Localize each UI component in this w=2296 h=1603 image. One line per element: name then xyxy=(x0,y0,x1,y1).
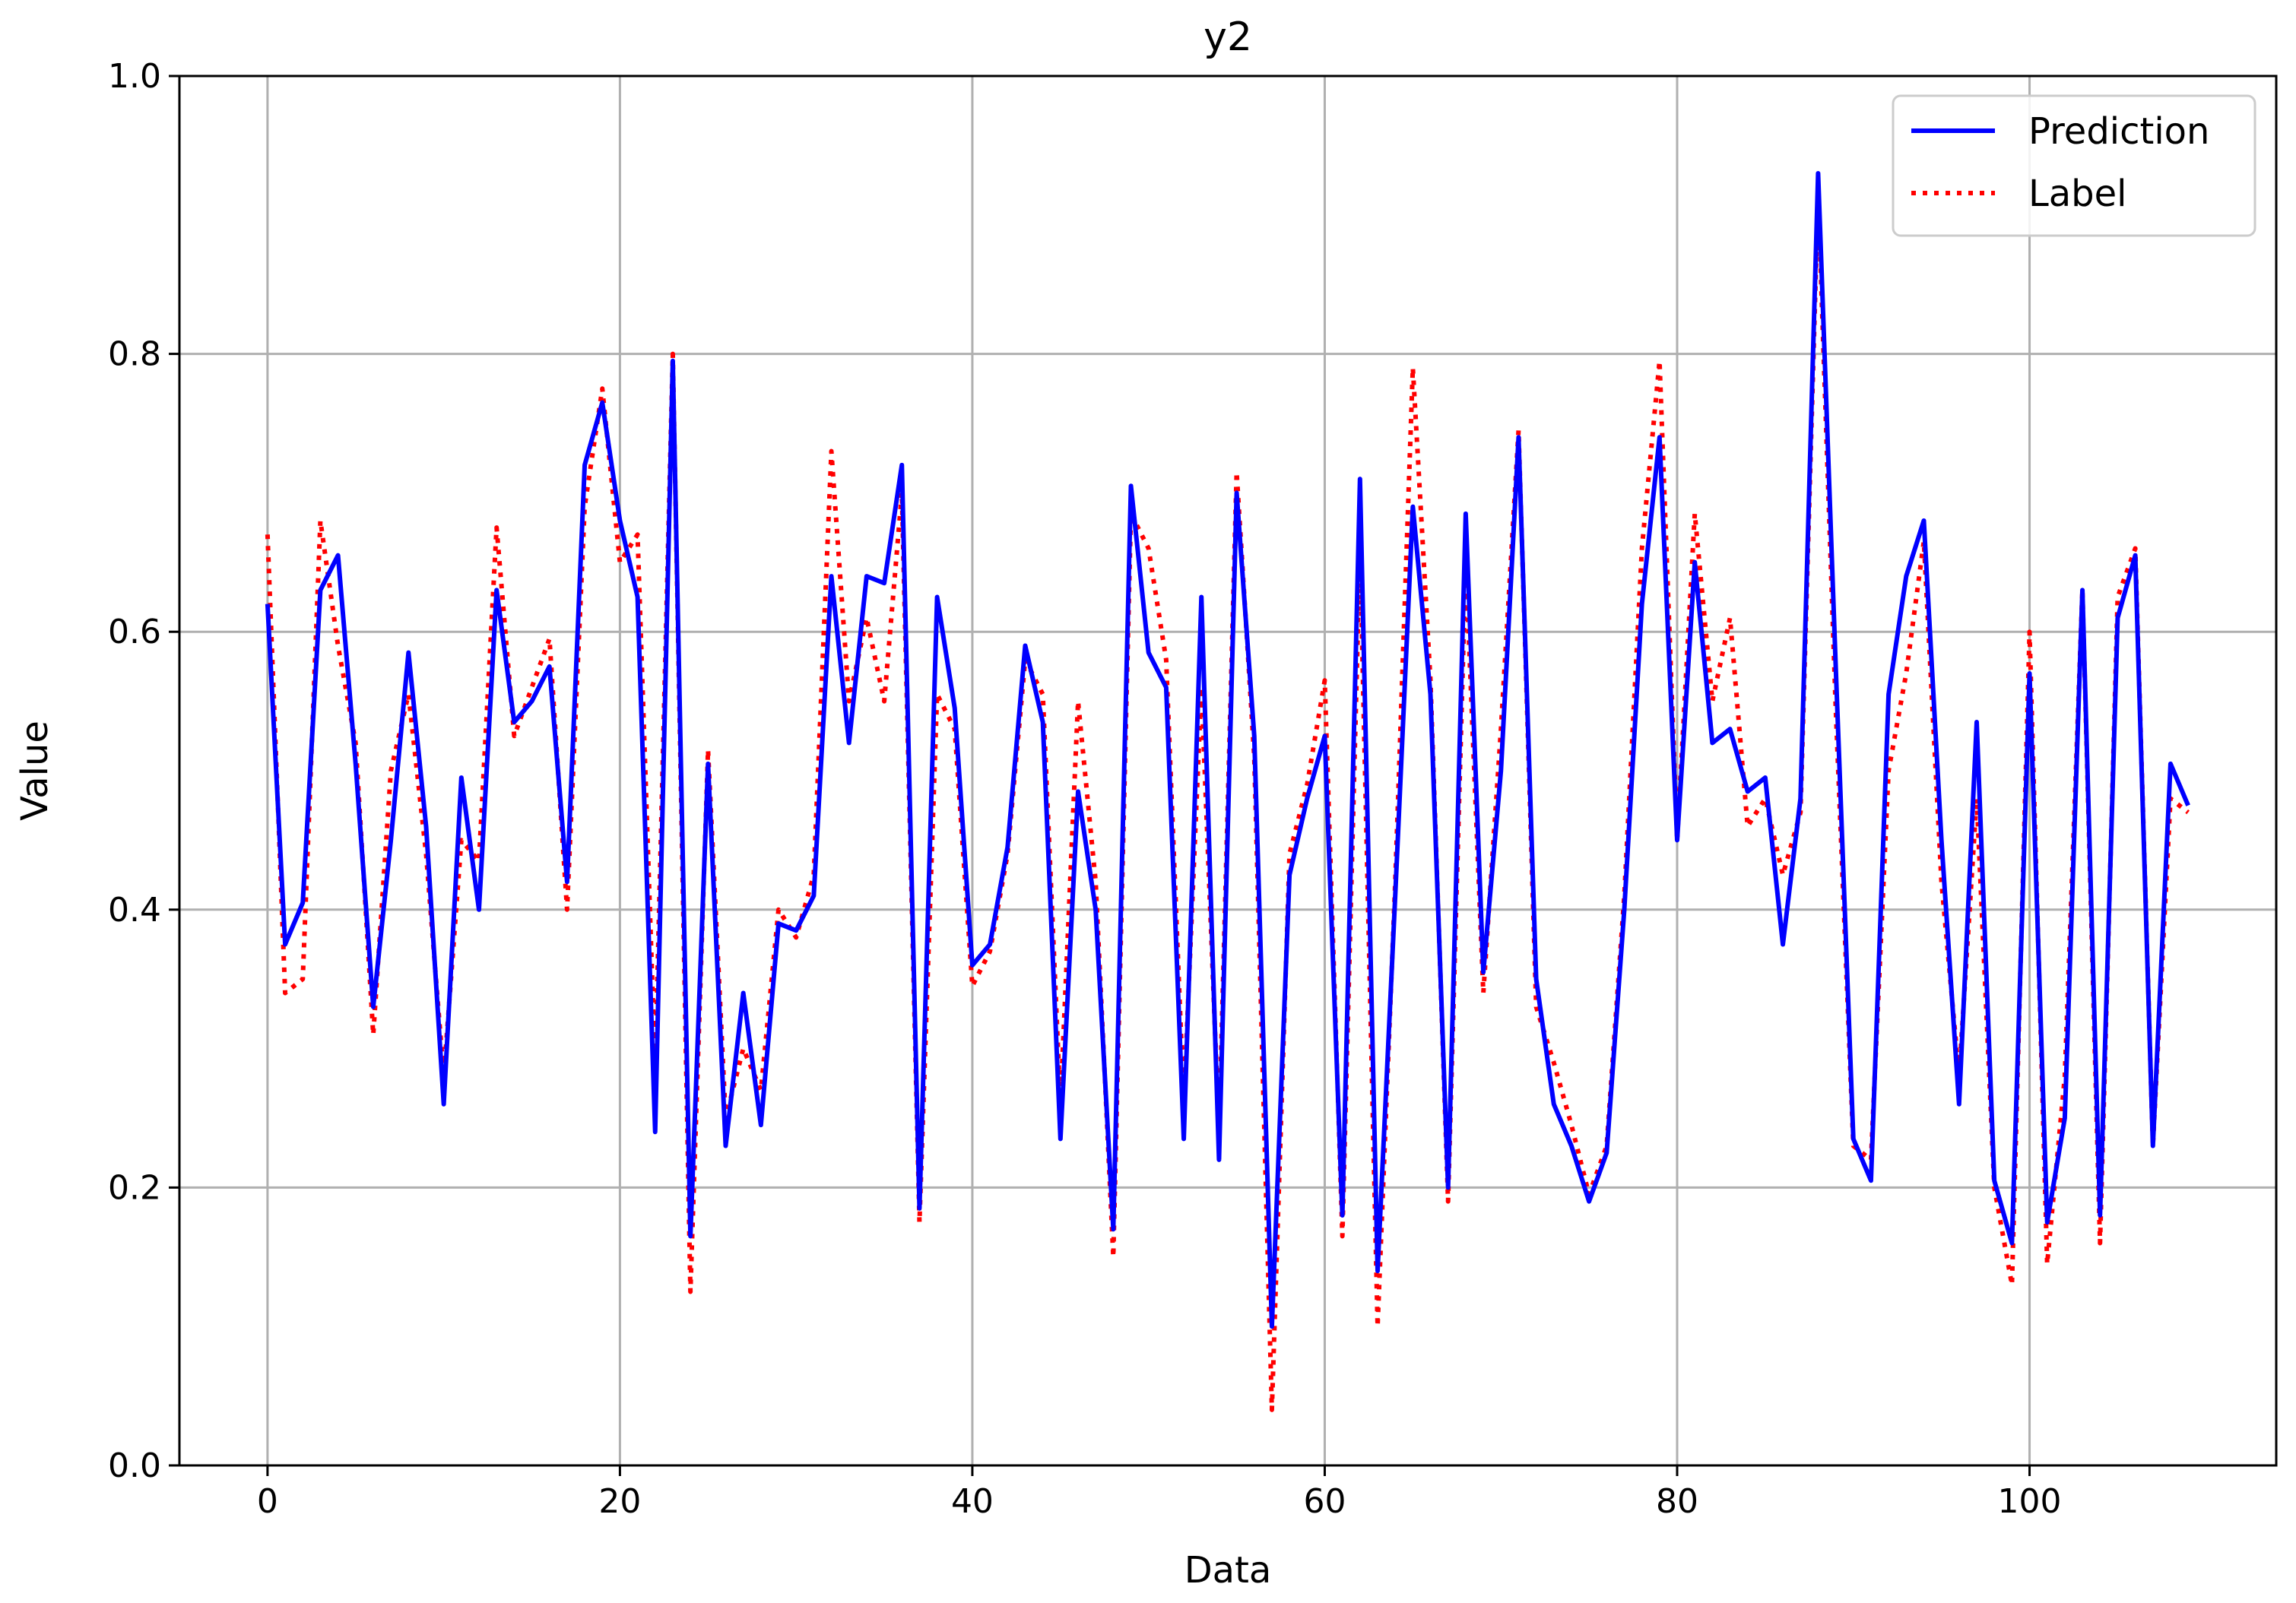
y-tick-label: 1.0 xyxy=(108,57,161,96)
tick-marks xyxy=(169,74,2031,1476)
y-tick-label: 0.0 xyxy=(108,1446,161,1485)
x-tick-label: 80 xyxy=(1656,1482,1698,1521)
x-tick-label: 100 xyxy=(1998,1482,2062,1521)
series-layer xyxy=(265,170,2190,1412)
chart-title: y2 xyxy=(1203,14,1252,60)
legend-label-prediction: Prediction xyxy=(2028,110,2209,153)
y-tick-label: 0.4 xyxy=(108,891,161,930)
y-tick-label: 0.2 xyxy=(108,1168,161,1207)
series-line-prediction xyxy=(265,170,2190,1329)
tick-labels: 0 20 40 60 80 100 0.0 0.2 0.4 0.6 0.8 1.0 xyxy=(108,57,2062,1521)
x-tick-label: 40 xyxy=(951,1482,994,1521)
x-tick-label: 60 xyxy=(1303,1482,1346,1521)
y-axis-label: Value xyxy=(14,721,56,821)
y-tick-label: 0.6 xyxy=(108,613,161,651)
legend-label-label: Label xyxy=(2028,173,2127,215)
y-tick-label: 0.8 xyxy=(108,335,161,374)
x-tick-label: 20 xyxy=(598,1482,641,1521)
x-axis-label: Data xyxy=(1184,1549,1272,1592)
series-line-label xyxy=(265,192,2190,1412)
legend: Prediction Label xyxy=(1892,94,2256,237)
plot-frame xyxy=(178,74,2278,1467)
x-tick-label: 0 xyxy=(257,1482,278,1521)
